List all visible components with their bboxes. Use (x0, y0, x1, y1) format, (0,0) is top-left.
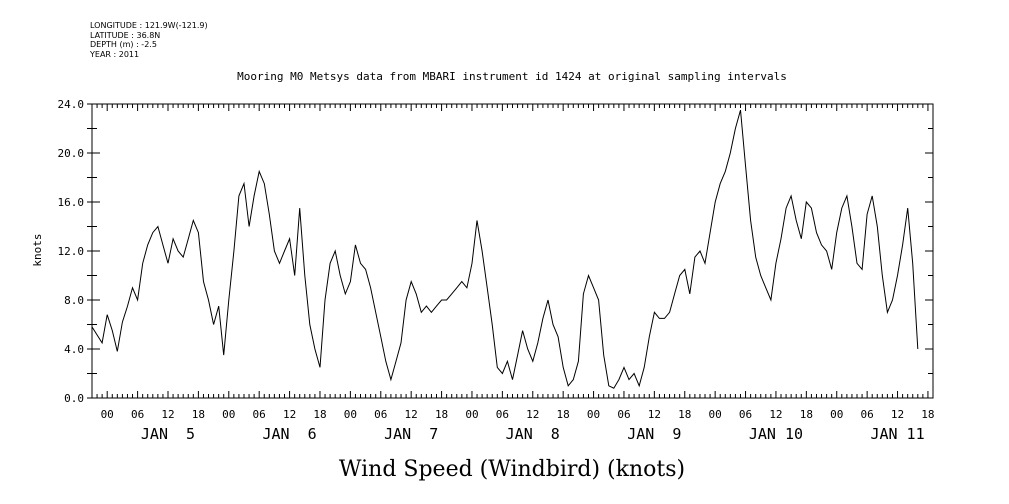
x-tick-label: 00 (587, 408, 600, 421)
x-tick-label: 18 (678, 408, 691, 421)
y-tick-label: 8.0 (64, 294, 84, 307)
x-tick-label: 00 (101, 408, 114, 421)
longitude-label: LONGITUDE : 121.9W(-121.9) (90, 21, 208, 30)
x-tick-label: 00 (344, 408, 357, 421)
x-tick-label: 12 (405, 408, 418, 421)
x-tick-label: 18 (192, 408, 205, 421)
x-tick-label: 06 (253, 408, 266, 421)
x-tick-label: 00 (830, 408, 843, 421)
x-tick-label: 18 (800, 408, 813, 421)
latitude-label: LATITUDE : 36.8N (90, 30, 161, 40)
day-label: JAN 6 (262, 425, 316, 443)
chart-caption: Wind Speed (Windbird) (knots) (339, 457, 685, 482)
x-tick-label: 00 (709, 408, 722, 421)
x-tick-label: 12 (891, 408, 904, 421)
x-tick-label: 06 (861, 408, 874, 421)
day-label: JAN 10 (749, 425, 803, 443)
day-labels: JAN 5 JAN 6 JAN 7 JAN 8 JAN 9 JAN 10 JAN 11 (141, 425, 925, 443)
y-tick-labels: 0.0 4.0 8.0 12.0 16.0 20.0 24.0 (58, 98, 85, 405)
depth-label: DEPTH (m) : -2.5 (90, 40, 157, 49)
x-tick-label: 18 (435, 408, 448, 421)
day-label: JAN 5 (141, 425, 195, 443)
x-tick-label: 06 (496, 408, 509, 421)
x-tick-label: 00 (465, 408, 478, 421)
chart-title: Mooring M0 Metsys data from MBARI instru… (237, 70, 787, 83)
x-tick-label: 12 (648, 408, 661, 421)
wind-speed-line (91, 109, 919, 389)
metadata-block: LONGITUDE : 121.9W(-121.9) LATITUDE : 36… (90, 21, 208, 59)
day-label: JAN 8 (506, 425, 560, 443)
y-axis-label: knots (31, 233, 44, 266)
x-tick-label: 06 (374, 408, 387, 421)
day-label: JAN 7 (384, 425, 438, 443)
y-tick-label: 24.0 (58, 98, 85, 111)
y-tick-label: 12.0 (58, 245, 85, 258)
x-tick-label: 18 (313, 408, 326, 421)
x-tick-label: 00 (222, 408, 235, 421)
year-label: YEAR : 2011 (90, 49, 140, 59)
y-tick-label: 0.0 (64, 392, 84, 405)
x-tick-label: 12 (769, 408, 782, 421)
x-tick-label: 06 (617, 408, 630, 421)
x-tick-label: 06 (131, 408, 144, 421)
x-tick-label: 18 (921, 408, 934, 421)
x-tick-label: 12 (283, 408, 296, 421)
plot-frame (91, 103, 934, 399)
y-tick-label: 16.0 (58, 196, 85, 209)
axis-ticks (87, 103, 934, 399)
y-tick-label: 4.0 (64, 343, 84, 356)
x-tick-labels: 00 06 12 18 00 06 12 18 00 06 12 18 00 06 12 18 00 06 12 18… (101, 408, 935, 421)
x-tick-label: 18 (557, 408, 570, 421)
day-label: JAN 9 (627, 425, 681, 443)
x-tick-label: 06 (739, 408, 752, 421)
x-tick-label: 12 (161, 408, 174, 421)
day-label: JAN 11 (870, 425, 924, 443)
y-tick-label: 20.0 (58, 147, 85, 160)
x-tick-label: 12 (526, 408, 539, 421)
